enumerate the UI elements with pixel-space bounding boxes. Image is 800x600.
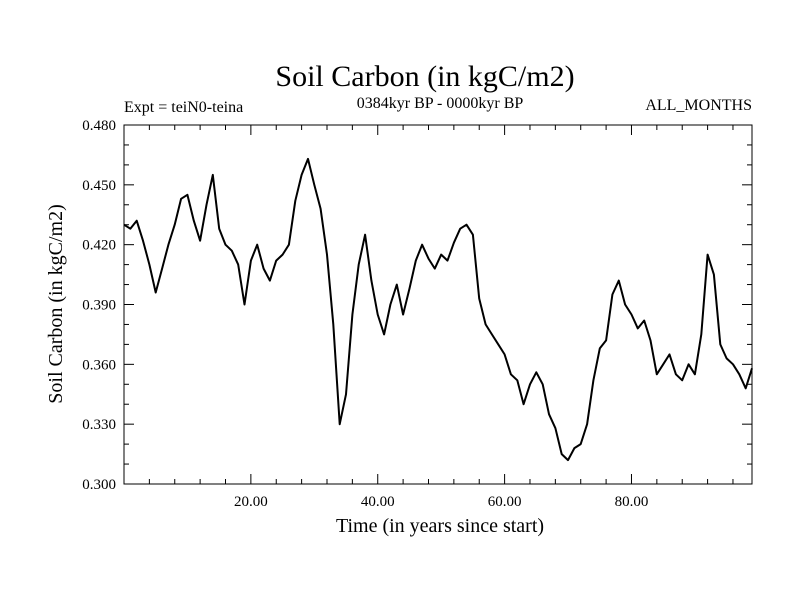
x-tick-label: 20.00 <box>234 494 268 510</box>
x-axis-label: Time (in years since start) <box>336 515 544 537</box>
chart-title: Soil Carbon (in kgC/m2) <box>275 60 574 93</box>
y-tick-label: 0.450 <box>82 178 116 194</box>
y-tick-label: 0.330 <box>82 417 116 433</box>
chart-subtitle: 0384kyr BP - 0000kyr BP <box>357 95 524 112</box>
x-tick-label: 80.00 <box>615 494 649 510</box>
y-tick-label: 0.360 <box>82 357 116 373</box>
y-tick-label: 0.300 <box>82 477 116 493</box>
plot-frame <box>123 124 753 485</box>
y-tick-label: 0.480 <box>82 118 116 134</box>
plot-area: 0.300 0.330 0.360 0.390 0.420 0.450 0.480 20.00… <box>82 118 753 510</box>
series-line-soil-carbon <box>123 157 753 462</box>
months-label: ALL_MONTHS <box>645 97 752 114</box>
y-tick-label: 0.390 <box>82 298 116 314</box>
x-tick-label: 60.00 <box>488 494 522 510</box>
y-axis-label: Soil Carbon (in kgC/m2) <box>45 204 67 403</box>
x-tick-label: 40.00 <box>361 494 395 510</box>
y-tick-label: 0.420 <box>82 238 116 254</box>
experiment-label: Expt = teiN0-teina <box>124 99 243 116</box>
